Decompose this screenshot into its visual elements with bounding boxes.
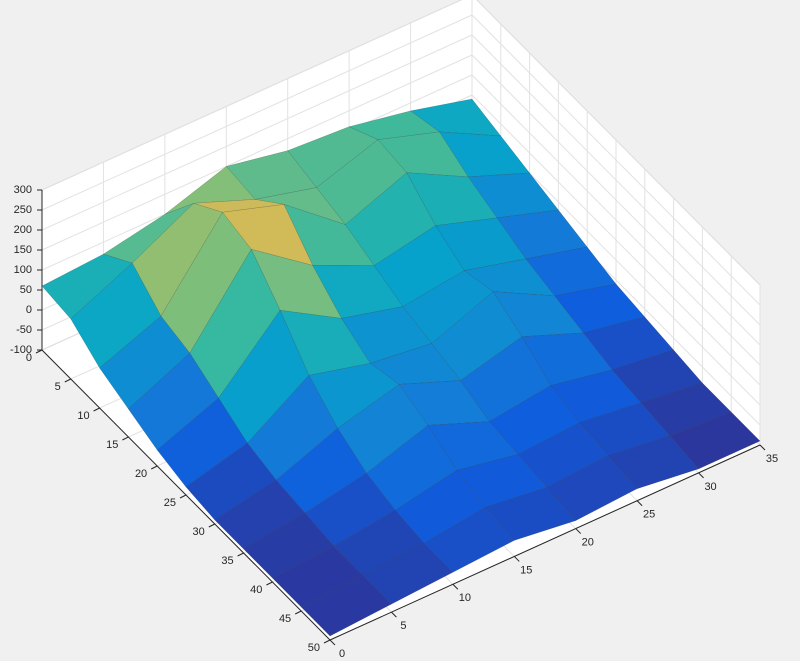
y-tick-label: 35 — [221, 555, 233, 567]
grid-line — [41, 34, 473, 231]
z-tick-label: 0 — [26, 304, 32, 316]
grid-line — [471, 14, 761, 306]
y-tick-label: 10 — [77, 410, 89, 422]
z-tick-label: 50 — [20, 284, 32, 296]
tick-mark — [150, 465, 158, 470]
tick-mark — [759, 444, 766, 451]
tick-mark — [122, 436, 129, 441]
z-tick-label: 100 — [14, 264, 32, 276]
grid-line — [471, 54, 761, 346]
x-tick-label: 10 — [459, 592, 471, 604]
tick-mark — [636, 500, 643, 507]
tick-mark — [266, 581, 273, 586]
grid-line — [471, 74, 761, 366]
tick-mark — [64, 378, 72, 383]
y-tick-label: 45 — [279, 613, 291, 625]
y-tick-label: 50 — [308, 642, 320, 654]
grid-line — [471, 34, 761, 326]
grid-line — [41, 14, 473, 211]
tick-mark — [237, 552, 244, 557]
x-tick-label: 15 — [520, 564, 532, 576]
y-tick-label: 25 — [164, 497, 176, 509]
z-tick-label: 200 — [14, 224, 32, 236]
z-tick-label: 250 — [14, 204, 32, 216]
y-tick-label: 30 — [193, 526, 205, 538]
y-tick-label: 15 — [106, 439, 118, 451]
y-tick-label: 20 — [135, 468, 147, 480]
tick-mark — [93, 407, 100, 412]
grid-line — [41, 54, 473, 251]
tick-mark — [329, 639, 336, 646]
z-tick-label: 300 — [14, 184, 32, 196]
tick-mark — [575, 528, 582, 534]
x-tick-label: 35 — [766, 453, 778, 465]
x-tick-label: 0 — [339, 648, 345, 660]
z-tick-label: 150 — [14, 244, 32, 256]
x-tick-label: 30 — [704, 481, 716, 493]
tick-mark — [323, 639, 331, 644]
y-tick-label: 5 — [55, 381, 61, 393]
tick-mark — [179, 494, 187, 499]
grid-line — [471, 94, 761, 386]
grid-line — [476, 0, 761, 286]
tick-mark — [698, 472, 704, 479]
x-tick-label: 5 — [400, 620, 406, 632]
grid-line — [41, 0, 463, 191]
y-tick-label: 40 — [250, 584, 262, 596]
tick-mark — [513, 556, 520, 562]
z-tick-label: -50 — [16, 324, 32, 336]
tick-mark — [294, 610, 302, 615]
tick-mark — [208, 523, 216, 528]
y-tick-label: 0 — [26, 352, 32, 364]
x-axis — [329, 444, 761, 641]
x-tick-label: 20 — [582, 536, 594, 548]
z-tick-label: -100 — [10, 344, 32, 356]
x-tick-label: 25 — [643, 509, 655, 521]
tick-mark — [452, 583, 459, 590]
tick-mark — [391, 611, 397, 618]
surface-patch — [300, 574, 392, 637]
